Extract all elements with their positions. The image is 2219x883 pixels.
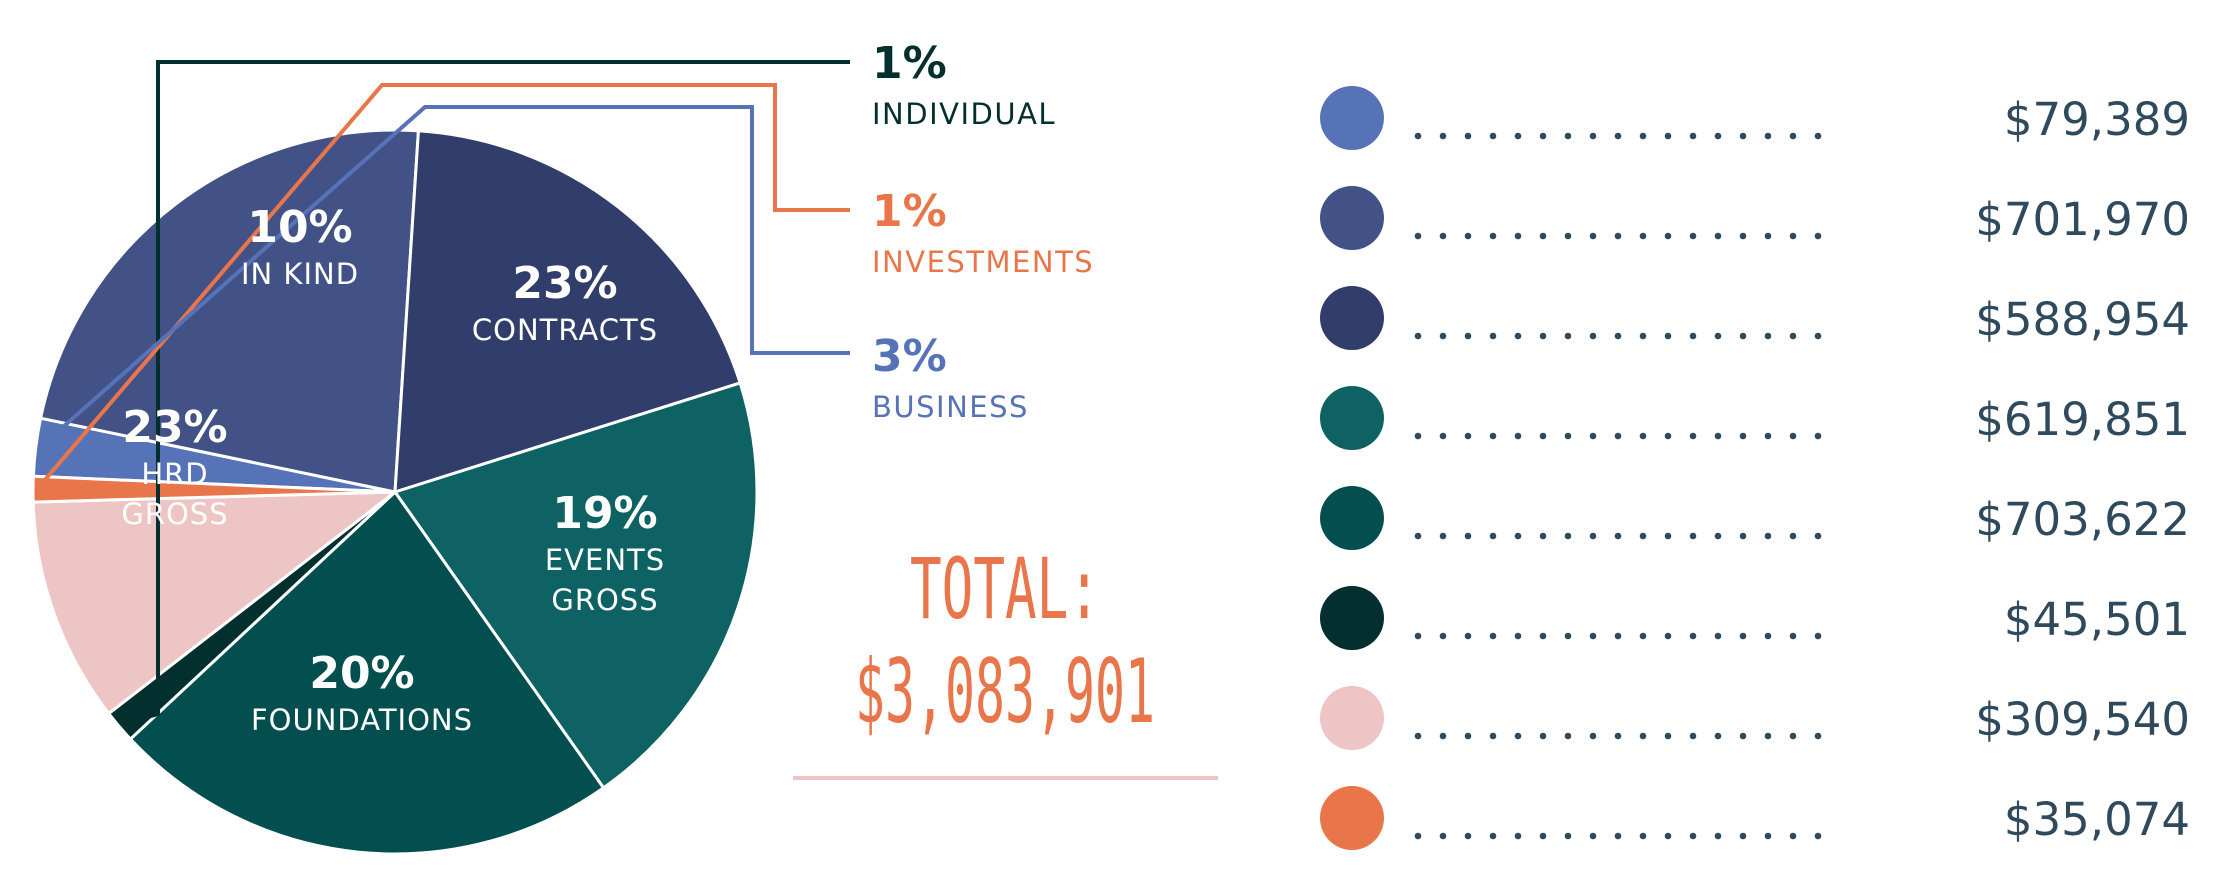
callout-percent: 1% bbox=[872, 186, 947, 237]
inner-label-percent: 20% bbox=[309, 648, 414, 699]
inner-label-name: IN KIND bbox=[241, 257, 359, 291]
inner-label-events-gross: 19% EVENTS GROSS bbox=[545, 488, 665, 617]
inner-label-percent: 10% bbox=[247, 202, 352, 253]
legend-leader-dots bbox=[1414, 432, 1822, 440]
inner-label-in-kind: 10% IN KIND bbox=[241, 202, 359, 291]
inner-label-name: FOUNDATIONS bbox=[251, 703, 473, 737]
callout-percent: 1% bbox=[872, 38, 947, 89]
legend-leader-dots bbox=[1414, 532, 1822, 540]
pie-slices bbox=[31, 128, 759, 856]
legend-row: $79,389 bbox=[1320, 86, 2190, 150]
legend-swatch bbox=[1320, 86, 1384, 150]
callout-percent: 3% bbox=[872, 331, 947, 382]
callout-leader-lines bbox=[35, 60, 850, 726]
legend-row: $588,954 bbox=[1320, 286, 2190, 350]
legend-amount: $703,622 bbox=[1975, 493, 2190, 546]
pie-slice-investments bbox=[31, 474, 397, 504]
legend-amount: $701,970 bbox=[1975, 193, 2190, 246]
callout-business: 3% BUSINESS bbox=[872, 331, 1029, 424]
total-label: TOTAL: bbox=[910, 540, 1100, 638]
legend-row: $309,540 bbox=[1320, 686, 2190, 750]
legend-swatch bbox=[1320, 586, 1384, 650]
legend-row: $619,851 bbox=[1320, 386, 2190, 450]
legend-swatch bbox=[1320, 786, 1384, 850]
legend-row: $35,074 bbox=[1320, 786, 2190, 850]
legend-amount: $619,851 bbox=[1975, 393, 2190, 446]
legend-leader-dots bbox=[1414, 232, 1822, 240]
pie-slice-foundations bbox=[393, 381, 759, 790]
pie-slice-contracts bbox=[39, 128, 420, 494]
inner-label-hrd-gross: 23% HRD GROSS bbox=[121, 402, 228, 531]
callout-name: INVESTMENTS bbox=[872, 245, 1094, 279]
inner-label-name: GROSS bbox=[121, 497, 228, 531]
legend-row: $45,501 bbox=[1320, 586, 2190, 650]
inner-label-foundations: 20% FOUNDATIONS bbox=[251, 648, 473, 737]
inner-label-name: HRD bbox=[141, 457, 208, 491]
inner-label-percent: 19% bbox=[552, 488, 657, 539]
legend-leader-dots bbox=[1414, 332, 1822, 340]
legend-swatch bbox=[1320, 386, 1384, 450]
inner-label-name: CONTRACTS bbox=[472, 313, 658, 347]
legend-row: $701,970 bbox=[1320, 186, 2190, 250]
callout-name: INDIVIDUAL bbox=[872, 97, 1056, 131]
leader-line-investments bbox=[35, 83, 850, 491]
leader-line-business bbox=[38, 105, 850, 449]
legend-leader-dots bbox=[1414, 132, 1822, 140]
legend-leader-dots bbox=[1414, 832, 1822, 840]
leader-line-individual bbox=[121, 60, 850, 726]
legend-amount: $35,074 bbox=[2004, 793, 2190, 846]
legend: $79,389 $701,970 $588,954 $619,851 $703,622 $… bbox=[1320, 86, 2190, 850]
total-underline bbox=[793, 776, 1218, 780]
pie-callout-labels: 1% INDIVIDUAL 1% INVESTMENTS 3% BUSINESS bbox=[872, 38, 1094, 424]
legend-amount: $309,540 bbox=[1975, 693, 2190, 746]
pie-slice-hrd-gross bbox=[128, 490, 606, 856]
legend-leader-dots bbox=[1414, 632, 1822, 640]
legend-amount: $588,954 bbox=[1975, 293, 2190, 346]
inner-label-name: GROSS bbox=[551, 583, 658, 617]
legend-swatch bbox=[1320, 186, 1384, 250]
legend-row: $703,622 bbox=[1320, 486, 2190, 550]
callout-individual: 1% INDIVIDUAL bbox=[872, 38, 1056, 131]
inner-label-percent: 23% bbox=[122, 402, 227, 453]
legend-amount: $45,501 bbox=[2004, 593, 2190, 646]
callout-name: BUSINESS bbox=[872, 390, 1029, 424]
legend-swatch bbox=[1320, 486, 1384, 550]
inner-label-name: EVENTS bbox=[545, 543, 665, 577]
total-block: TOTAL: $3,083,901 bbox=[793, 540, 1218, 780]
inner-label-percent: 23% bbox=[512, 258, 617, 309]
legend-leader-dots bbox=[1414, 732, 1822, 740]
callout-investments: 1% INVESTMENTS bbox=[872, 186, 1094, 279]
legend-swatch bbox=[1320, 686, 1384, 750]
pie-slice-in-kind bbox=[31, 490, 397, 716]
pie-slice-events-gross bbox=[393, 129, 742, 494]
legend-swatch bbox=[1320, 286, 1384, 350]
total-value: $3,083,901 bbox=[855, 640, 1155, 743]
legend-amount: $79,389 bbox=[2004, 93, 2190, 146]
inner-label-contracts: 23% CONTRACTS bbox=[472, 258, 658, 347]
pie-inner-labels: 23% CONTRACTS 19% EVENTS GROSS 20% FOUNDATIONS… bbox=[121, 202, 665, 737]
